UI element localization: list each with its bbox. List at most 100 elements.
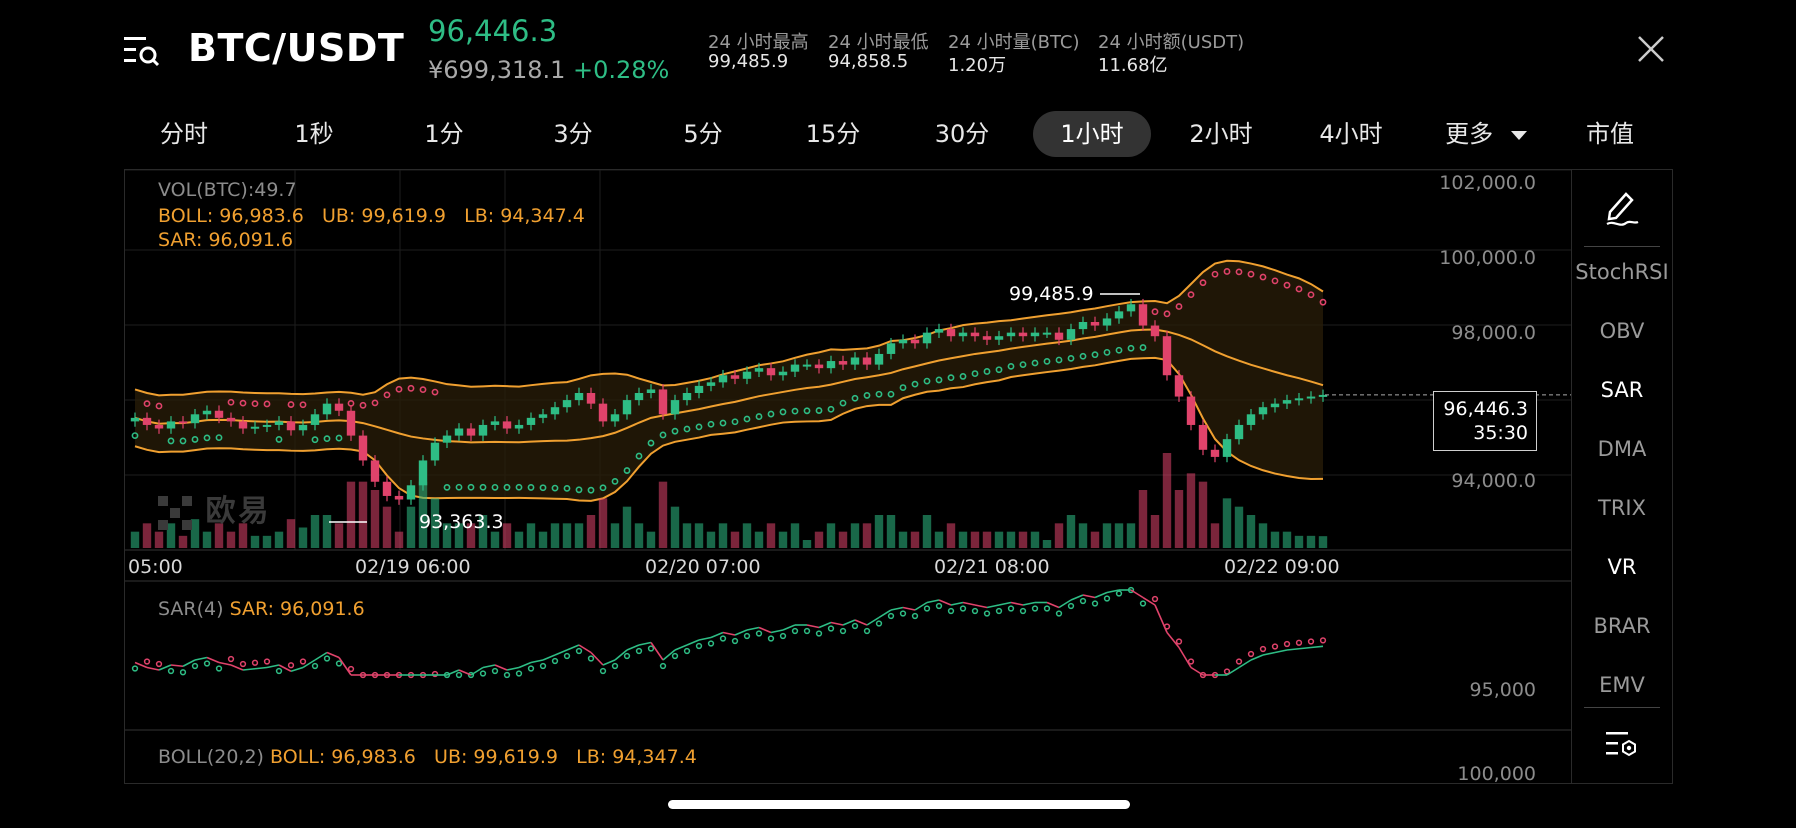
tab-15m[interactable]: 15分 [805,120,861,148]
sar-dot [407,384,415,392]
tab-1m[interactable]: 1分 [424,120,464,148]
sar-panel-line [242,667,256,671]
volume-bar [394,531,404,548]
volume-bar [730,531,740,548]
volume-bar [166,523,176,548]
sar-panel-line [566,644,580,651]
sar-dot [1007,362,1015,370]
tab-4h[interactable]: 4小时 [1319,120,1383,148]
sar-dot [443,483,451,491]
candle-body [994,336,1004,340]
sar-dot [563,484,571,492]
volume-bar [658,481,668,548]
sar-panel-dot [863,627,871,635]
volume-bar [982,531,992,548]
candle-body [1174,375,1184,397]
sar-panel-line [1250,654,1264,661]
sar-panel-line [1262,651,1276,656]
symbol-title[interactable]: BTC/USDT [188,26,405,70]
tab-market-cap[interactable]: 市值 [1586,120,1634,148]
sar-dot [803,407,811,415]
sar-panel-line [614,649,628,661]
sar-panel-line [1238,659,1252,669]
candle-body [1270,403,1280,408]
tab-1s[interactable]: 1秒 [294,120,334,148]
sar-dot [791,407,799,415]
indicator-sar[interactable]: SAR [1600,378,1644,402]
sar-panel-dot [515,670,523,677]
sar-panel-line [1130,589,1144,599]
tab-30m[interactable]: 30分 [934,120,990,148]
sar-panel-dot [683,647,691,655]
indicator-settings-icon[interactable] [1606,730,1638,760]
candle-body [550,407,560,415]
sar-panel-dot [743,632,751,640]
boll-legend: BOLL: 96,983.6 UB: 99,619.9 LB: 94,347.4 [158,205,585,227]
sar-panel-line [758,626,772,634]
volume-bar [574,523,584,548]
candle-body [514,424,524,429]
boll-band-fill [135,260,1323,501]
volume-bar [154,531,164,548]
sar-panel-line [722,631,736,636]
volume-bar [634,523,644,548]
indicator-stochrsi[interactable]: StochRSI [1575,260,1669,284]
sar-panel-line [854,619,868,626]
volume-bar [802,540,812,548]
tab-more[interactable]: 更多 [1434,111,1538,157]
candle-body [430,442,440,461]
indicator-emv[interactable]: EMV [1599,673,1645,697]
volume-bar [478,515,488,548]
candle-body [754,368,764,372]
tab-2h[interactable]: 2小时 [1189,120,1253,148]
candle-body [382,481,392,496]
sar-panel-dot [611,662,619,670]
candle-body [1246,414,1256,425]
candle-body [778,371,788,376]
sar-panel-dot [491,667,499,675]
candle-body [1006,332,1016,337]
sar-panel-dot [911,612,919,620]
stat-value-turnover: 11.68亿 [1098,55,1168,76]
boll-panel-lb: LB: 94,347.4 [576,746,697,768]
indicator-vr[interactable]: VR [1607,555,1637,579]
close-icon[interactable] [1636,34,1666,64]
candle-body [322,403,332,415]
y-tick: 94,000.0 [1451,470,1536,492]
volume-bar [718,523,728,548]
tab-1h[interactable]: 1小时 [1033,111,1151,157]
boll-panel-ub: UB: 99,619.9 [434,746,559,768]
sar-panel-dot [803,627,811,635]
candle-body [802,364,812,367]
sar-dot [287,401,295,408]
sar-dot [995,366,1003,374]
candle-body [274,421,284,425]
sar-panel-line [638,641,652,646]
volume-bar [286,519,296,548]
candle-body [562,400,572,408]
sar-panel-line [470,666,484,676]
indicator-dma[interactable]: DMA [1597,437,1647,461]
volume-bar [346,481,356,548]
volume-bar [1186,473,1196,548]
indicator-brar[interactable]: BRAR [1593,614,1651,638]
indicator-obv[interactable]: OBV [1599,319,1645,343]
chart-area[interactable] [124,169,1571,784]
candle-body [706,382,716,386]
volume-bar [454,523,464,548]
menu-search-icon[interactable] [124,34,160,68]
candle-body [418,460,428,486]
sar-panel-dot [335,660,343,667]
sar-panel-dot [503,671,511,679]
draw-pen-icon[interactable] [1604,188,1640,228]
candle-body [1138,304,1148,326]
indicator-trix[interactable]: TRIX [1598,496,1646,520]
volume-bar [598,498,608,548]
tab-3m[interactable]: 3分 [553,120,593,148]
volume-bar [502,523,512,548]
tab-5m[interactable]: 5分 [683,120,723,148]
tab-fenshi[interactable]: 分时 [160,120,208,148]
candlestick-chart[interactable] [125,170,1571,783]
volume-bar [646,531,656,548]
sar-panel-line [518,661,532,669]
